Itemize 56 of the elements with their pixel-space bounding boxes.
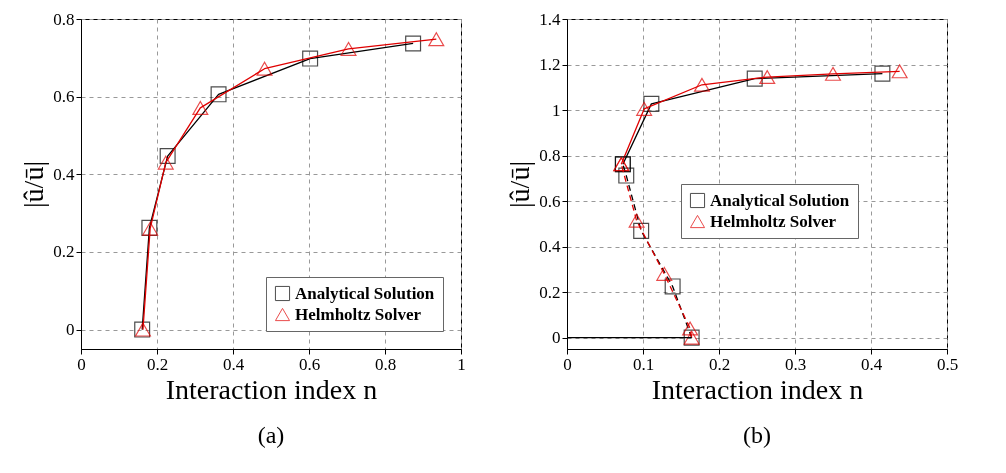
y-tick-label: 0.8 bbox=[539, 146, 561, 166]
x-tick-label: 0.8 bbox=[374, 354, 397, 374]
y-tick-label: 1.2 bbox=[539, 55, 561, 75]
point bbox=[340, 41, 357, 56]
y-axis-title: |û/ū| bbox=[504, 161, 536, 208]
x-tick-label: 0.5 bbox=[936, 354, 959, 374]
y-axis-title: |û/ū| bbox=[18, 161, 50, 208]
y-tick-label: 1.4 bbox=[539, 9, 561, 29]
point bbox=[643, 95, 660, 112]
text: (a) bbox=[257, 422, 285, 448]
point bbox=[192, 100, 209, 115]
point bbox=[746, 70, 763, 87]
y-tick-label: 0 bbox=[552, 328, 561, 348]
y-tick-label: 0.4 bbox=[539, 237, 561, 257]
x-tick-label: 0.2 bbox=[708, 354, 731, 374]
point bbox=[428, 32, 445, 47]
legend-label: Helmholtz Solver bbox=[295, 304, 422, 324]
legend-label: Analytical Solution bbox=[295, 283, 435, 303]
point bbox=[759, 70, 776, 85]
point bbox=[210, 86, 227, 103]
x-tick-label: 1 bbox=[457, 354, 466, 374]
x-tick-label: 0.3 bbox=[784, 354, 807, 374]
y-tick-label: 0.4 bbox=[53, 164, 75, 184]
point bbox=[256, 61, 273, 76]
x-tick-label: 0.6 bbox=[298, 354, 321, 374]
y-tick-label: 0 bbox=[66, 320, 75, 340]
point bbox=[664, 278, 681, 295]
x-tick-label: 0.4 bbox=[222, 354, 245, 374]
point bbox=[618, 167, 635, 184]
y-tick-label: 0.6 bbox=[53, 87, 75, 107]
x-tick-label: 0.2 bbox=[146, 354, 169, 374]
point bbox=[405, 35, 422, 52]
point bbox=[891, 64, 908, 79]
x-axis-title: Interaction index n bbox=[651, 373, 864, 405]
y-tick-label: 0.2 bbox=[53, 242, 75, 262]
point bbox=[157, 155, 174, 170]
y-tick-label: 0.6 bbox=[539, 191, 561, 211]
point bbox=[874, 65, 891, 82]
point bbox=[636, 101, 653, 116]
legend-label: Helmholtz Solver bbox=[710, 211, 837, 231]
y-tick-label: 0.2 bbox=[539, 282, 561, 302]
x-tick-label: 0.4 bbox=[860, 354, 883, 374]
point bbox=[693, 77, 710, 92]
point bbox=[656, 266, 673, 281]
legend-label: Analytical Solution bbox=[710, 190, 850, 210]
x-axis-title: Interaction index n bbox=[165, 373, 378, 405]
point bbox=[633, 222, 650, 239]
point bbox=[628, 213, 645, 228]
point bbox=[159, 148, 176, 165]
point bbox=[302, 50, 319, 67]
y-tick-label: 1 bbox=[552, 100, 561, 120]
y-tick-label: 0.8 bbox=[53, 9, 75, 29]
point bbox=[824, 66, 842, 81]
point bbox=[682, 321, 699, 336]
x-tick-label: 0.1 bbox=[632, 354, 655, 374]
text: (b) bbox=[743, 422, 771, 448]
